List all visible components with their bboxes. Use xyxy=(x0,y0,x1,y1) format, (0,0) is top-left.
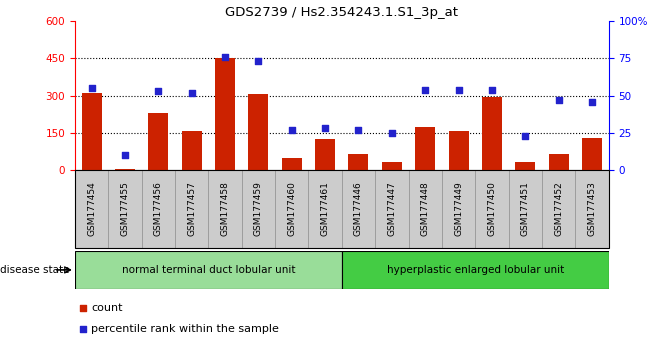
Text: GSM177461: GSM177461 xyxy=(320,181,329,236)
Bar xyxy=(242,170,275,248)
Point xyxy=(120,152,130,158)
Point xyxy=(353,127,364,133)
Bar xyxy=(115,169,135,170)
Bar xyxy=(542,170,575,248)
Text: GSM177453: GSM177453 xyxy=(587,181,596,236)
Text: GSM177460: GSM177460 xyxy=(287,181,296,236)
Point xyxy=(77,326,88,332)
Text: GSM177448: GSM177448 xyxy=(421,182,430,236)
Point xyxy=(220,54,230,60)
Text: normal terminal duct lobular unit: normal terminal duct lobular unit xyxy=(122,265,295,275)
Bar xyxy=(315,139,335,170)
Bar xyxy=(75,251,342,289)
Bar xyxy=(182,131,202,170)
Bar xyxy=(575,170,609,248)
Text: GSM177449: GSM177449 xyxy=(454,182,463,236)
Text: GSM177452: GSM177452 xyxy=(554,182,563,236)
Bar xyxy=(208,170,242,248)
Bar xyxy=(348,154,368,170)
Text: GSM177446: GSM177446 xyxy=(354,182,363,236)
Bar xyxy=(442,170,475,248)
Point xyxy=(453,87,464,92)
Bar xyxy=(175,170,208,248)
Text: GSM177456: GSM177456 xyxy=(154,181,163,236)
Text: GSM177454: GSM177454 xyxy=(87,182,96,236)
Bar xyxy=(275,170,309,248)
Bar xyxy=(415,126,435,170)
Bar xyxy=(75,170,108,248)
Bar xyxy=(81,93,102,170)
Text: GSM177450: GSM177450 xyxy=(488,181,497,236)
Point xyxy=(487,87,497,92)
Bar xyxy=(249,95,268,170)
Bar xyxy=(142,170,175,248)
Point xyxy=(520,133,531,138)
Bar xyxy=(148,113,168,170)
Bar xyxy=(475,170,508,248)
Point xyxy=(286,127,297,133)
Bar xyxy=(215,58,235,170)
Text: GSM177455: GSM177455 xyxy=(120,181,130,236)
Text: GSM177447: GSM177447 xyxy=(387,182,396,236)
Bar xyxy=(342,170,375,248)
Bar xyxy=(516,162,535,170)
Text: hyperplastic enlarged lobular unit: hyperplastic enlarged lobular unit xyxy=(387,265,564,275)
Bar xyxy=(282,158,301,170)
Bar xyxy=(309,170,342,248)
Text: GSM177459: GSM177459 xyxy=(254,181,263,236)
Text: GSM177458: GSM177458 xyxy=(221,181,230,236)
Text: disease state: disease state xyxy=(0,265,70,275)
Bar xyxy=(449,131,469,170)
Bar xyxy=(508,170,542,248)
Text: percentile rank within the sample: percentile rank within the sample xyxy=(91,324,279,334)
Text: count: count xyxy=(91,303,122,313)
Point xyxy=(387,130,397,136)
Title: GDS2739 / Hs2.354243.1.S1_3p_at: GDS2739 / Hs2.354243.1.S1_3p_at xyxy=(225,6,458,19)
Bar xyxy=(549,154,569,170)
Point xyxy=(87,85,97,91)
Point xyxy=(253,58,264,64)
Point xyxy=(77,305,88,311)
Text: GSM177451: GSM177451 xyxy=(521,181,530,236)
Point xyxy=(186,90,197,96)
Point xyxy=(553,97,564,103)
Bar xyxy=(108,170,142,248)
Point xyxy=(320,125,330,131)
Bar xyxy=(482,97,502,170)
Point xyxy=(587,99,597,104)
Bar xyxy=(381,162,402,170)
Text: GSM177457: GSM177457 xyxy=(187,181,196,236)
Point xyxy=(153,88,163,94)
Bar xyxy=(409,170,442,248)
Bar xyxy=(342,251,609,289)
Bar xyxy=(375,170,409,248)
Bar xyxy=(582,138,602,170)
Point xyxy=(420,87,430,92)
